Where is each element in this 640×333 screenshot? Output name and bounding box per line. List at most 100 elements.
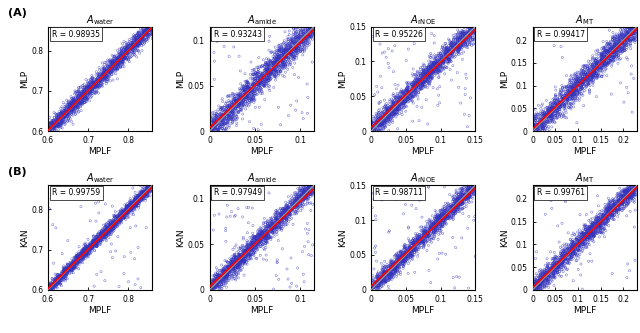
Point <box>431 230 441 235</box>
Point <box>581 237 591 242</box>
Point <box>595 64 605 70</box>
Point <box>392 268 403 273</box>
Point <box>134 40 145 45</box>
Point <box>286 207 296 212</box>
Point <box>292 202 302 207</box>
Point <box>451 54 461 59</box>
Point <box>135 193 145 198</box>
Point <box>92 242 102 247</box>
Point <box>604 55 614 60</box>
Point <box>428 231 438 236</box>
Point <box>221 274 232 279</box>
Point <box>589 72 600 77</box>
Point <box>468 188 478 194</box>
Point <box>552 94 563 99</box>
Point <box>431 225 441 230</box>
Point <box>426 67 436 73</box>
Point <box>620 37 630 42</box>
Point <box>67 103 77 108</box>
Point <box>605 42 615 47</box>
Point <box>264 190 274 195</box>
Point <box>125 202 136 208</box>
Point <box>437 45 447 50</box>
Point <box>132 203 142 208</box>
Point <box>456 192 467 197</box>
Point <box>467 25 477 31</box>
Point <box>92 82 102 87</box>
Point <box>442 216 452 221</box>
Point <box>105 227 115 232</box>
Point <box>77 89 88 94</box>
Point <box>388 102 399 107</box>
Point <box>252 241 262 246</box>
Point <box>463 198 474 204</box>
Point <box>568 253 578 259</box>
Point <box>387 269 397 275</box>
Point <box>213 273 223 278</box>
Point <box>458 29 468 34</box>
Point <box>450 196 460 201</box>
Point <box>584 71 595 76</box>
Point <box>88 243 99 248</box>
Point <box>246 247 256 252</box>
Point <box>141 191 152 196</box>
Point <box>70 90 81 95</box>
Point <box>294 33 304 38</box>
Point <box>52 279 62 284</box>
Point <box>457 191 467 197</box>
Point <box>615 27 625 33</box>
Point <box>392 257 402 262</box>
Point <box>441 210 451 215</box>
Point <box>568 242 579 247</box>
Point <box>268 54 278 59</box>
Point <box>47 283 57 288</box>
Point <box>122 213 132 218</box>
Point <box>132 40 142 46</box>
Point <box>614 211 624 216</box>
Point <box>441 208 451 213</box>
Point <box>385 109 395 115</box>
Point <box>296 33 306 39</box>
Point <box>80 251 90 256</box>
Point <box>577 230 587 235</box>
Point <box>216 117 227 123</box>
Point <box>276 214 287 219</box>
Point <box>70 255 81 261</box>
Point <box>264 70 275 75</box>
Point <box>451 209 461 215</box>
Point <box>591 223 602 228</box>
Point <box>116 52 126 58</box>
Point <box>575 212 585 217</box>
Point <box>108 63 118 68</box>
Point <box>387 48 397 54</box>
Point <box>262 71 272 77</box>
Point <box>285 48 295 53</box>
Point <box>536 278 546 283</box>
Point <box>457 39 467 45</box>
Point <box>463 30 474 36</box>
Point <box>410 242 420 247</box>
Point <box>49 120 60 125</box>
Point <box>609 209 619 215</box>
Point <box>70 88 80 94</box>
Point <box>414 232 424 237</box>
Point <box>428 221 438 226</box>
Point <box>403 85 413 90</box>
Point <box>139 35 149 40</box>
Point <box>129 197 139 202</box>
Point <box>423 75 433 80</box>
Point <box>259 235 269 240</box>
Point <box>88 82 99 87</box>
Point <box>87 78 97 83</box>
Point <box>277 49 287 55</box>
Point <box>444 50 454 55</box>
Point <box>408 237 418 243</box>
Point <box>141 188 152 193</box>
Point <box>62 269 72 274</box>
Point <box>67 263 77 268</box>
Point <box>299 29 309 34</box>
Point <box>259 80 269 85</box>
Point <box>145 32 155 38</box>
Point <box>143 29 154 34</box>
Point <box>235 268 245 273</box>
